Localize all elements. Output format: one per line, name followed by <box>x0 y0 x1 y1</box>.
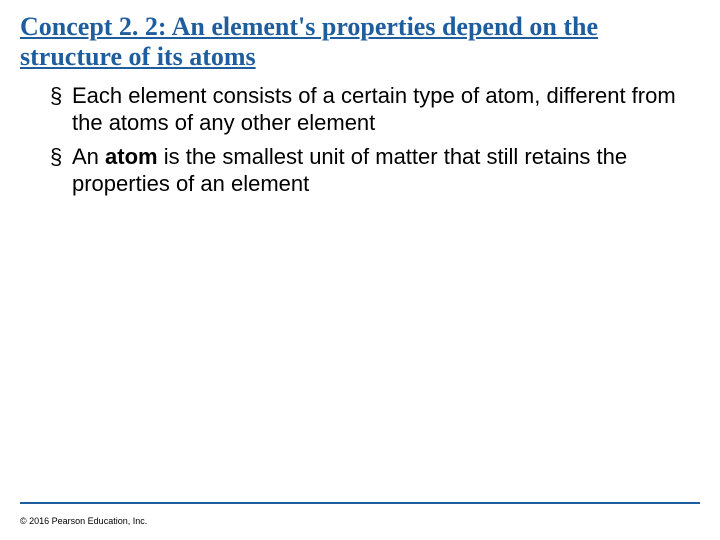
bullet-text: Each element consists of a certain type … <box>72 83 676 136</box>
copyright-text: © 2016 Pearson Education, Inc. <box>20 516 147 526</box>
slide-title: Concept 2. 2: An element's properties de… <box>20 12 700 72</box>
footer-divider <box>20 502 700 504</box>
bullet-item: Each element consists of a certain type … <box>50 82 700 137</box>
bullet-item: An atom is the smallest unit of matter t… <box>50 143 700 198</box>
bullet-text-bold: atom <box>105 144 158 169</box>
bullet-text-prefix: An <box>72 144 105 169</box>
slide: Concept 2. 2: An element's properties de… <box>0 0 720 540</box>
bullet-list: Each element consists of a certain type … <box>20 82 700 198</box>
